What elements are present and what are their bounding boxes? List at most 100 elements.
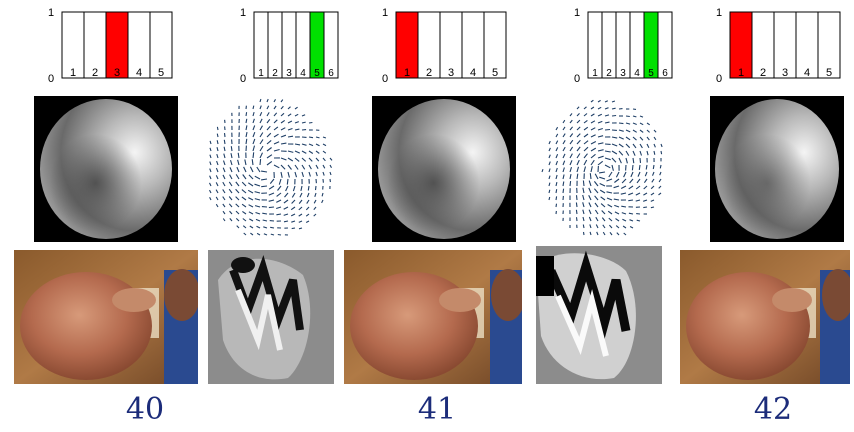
flow-arrow bbox=[266, 125, 271, 131]
flow-arrow bbox=[249, 225, 254, 229]
flow-arrow bbox=[315, 136, 320, 139]
flow-arrow bbox=[223, 139, 226, 145]
flow-arrow bbox=[254, 191, 261, 194]
flow-arrow bbox=[629, 178, 634, 184]
flow-arrow bbox=[277, 233, 282, 236]
flow-arrow bbox=[643, 185, 648, 190]
flow-arrow bbox=[623, 232, 627, 236]
flow-arrow bbox=[595, 216, 599, 222]
flow-arrow bbox=[228, 181, 233, 187]
flow-arrow bbox=[290, 206, 296, 211]
flow-arrow bbox=[237, 159, 240, 166]
flow-arrow bbox=[215, 167, 219, 173]
flow-arrow bbox=[555, 147, 559, 152]
flow-arrow bbox=[222, 196, 226, 201]
flow-arrow bbox=[322, 171, 325, 176]
flow-arrow bbox=[562, 167, 565, 173]
flow-arrow bbox=[215, 175, 219, 180]
flow-arrow bbox=[241, 181, 247, 187]
cell-label: 3 bbox=[782, 67, 788, 79]
flow-arrow bbox=[569, 113, 573, 117]
flow-arrow bbox=[236, 225, 240, 229]
flow-arrow bbox=[294, 164, 299, 170]
flow-arrow bbox=[294, 121, 299, 124]
flow-arrow bbox=[266, 132, 272, 138]
flow-arrow bbox=[588, 202, 592, 208]
flow-arrow bbox=[596, 231, 599, 236]
flow-arrow bbox=[597, 160, 604, 166]
flow-arrow bbox=[618, 122, 624, 125]
flow-arrow bbox=[255, 218, 261, 222]
activation-bars: 1 0 1 2 3 4 5 bbox=[382, 7, 507, 85]
flow-arrow bbox=[555, 203, 558, 208]
flow-arrow bbox=[599, 183, 606, 187]
flow-arrow bbox=[625, 150, 630, 156]
y-axis-min-label: 0 bbox=[574, 73, 580, 85]
flow-arrow bbox=[646, 143, 650, 148]
flow-arrow bbox=[287, 120, 293, 124]
flow-arrow bbox=[653, 129, 657, 133]
flow-arrow bbox=[298, 227, 303, 230]
flow-arrow bbox=[615, 225, 620, 229]
flow-arrow bbox=[621, 212, 627, 215]
flow-arrow bbox=[653, 150, 656, 155]
flow-arrow bbox=[555, 153, 559, 159]
flow-arrow bbox=[230, 146, 233, 152]
flow-arrow bbox=[223, 133, 226, 138]
flow-arrow bbox=[243, 232, 247, 236]
activation-bars: 10 1 2 3 4 5 6 bbox=[240, 7, 339, 85]
flow-arrow bbox=[614, 178, 620, 183]
flow-arrow bbox=[611, 143, 618, 147]
flow-arrow bbox=[308, 164, 312, 170]
flow-arrow bbox=[562, 140, 566, 145]
flow-arrow bbox=[241, 203, 247, 208]
flow-arrow bbox=[588, 209, 592, 215]
y-axis-min-label: 0 bbox=[48, 73, 54, 85]
flow-arrow bbox=[583, 106, 587, 110]
flow-arrow bbox=[601, 217, 606, 222]
flow-arrow bbox=[646, 129, 650, 133]
flow-arrow bbox=[305, 206, 310, 211]
cell-label: 5 bbox=[648, 68, 654, 79]
flow-arrow bbox=[607, 204, 613, 208]
flow-arrow bbox=[222, 218, 226, 222]
flow-arrow bbox=[248, 174, 254, 180]
flow-arrow bbox=[620, 192, 627, 195]
flow-arrow bbox=[268, 199, 275, 202]
flow-arrow bbox=[569, 173, 572, 180]
flow-arrow bbox=[601, 210, 606, 215]
flow-arrow bbox=[322, 143, 327, 147]
flow-arrow bbox=[298, 220, 303, 223]
cell-label: 4 bbox=[470, 67, 476, 79]
flow-arrow bbox=[608, 224, 613, 229]
flow-arrow bbox=[650, 192, 655, 196]
flow-arrow bbox=[329, 164, 332, 169]
flow-arrow bbox=[576, 106, 580, 110]
cell-label: 3 bbox=[620, 68, 626, 79]
flow-arrow bbox=[209, 197, 212, 201]
flow-arrow bbox=[625, 157, 628, 164]
activation-cell bbox=[483, 11, 507, 79]
cell-label: 2 bbox=[426, 67, 432, 79]
flow-arrow bbox=[632, 157, 635, 164]
flow-arrow bbox=[235, 174, 240, 180]
flow-arrow bbox=[590, 166, 593, 173]
flow-arrow bbox=[651, 178, 655, 183]
frame-number: 42 bbox=[753, 392, 793, 427]
activation-cell bbox=[817, 11, 841, 79]
shaded-sphere-render bbox=[34, 96, 178, 242]
flow-arrow bbox=[611, 150, 618, 155]
flow-arrow bbox=[569, 153, 573, 159]
flow-arrow bbox=[618, 143, 624, 148]
cell-label: 2 bbox=[272, 68, 278, 79]
flow-arrow bbox=[576, 146, 581, 152]
flow-arrow bbox=[548, 140, 551, 145]
column-3: 1 0 1 2 3 4 5 41 bbox=[342, 0, 522, 432]
flow-field-arrows bbox=[209, 98, 333, 236]
flow-arrow bbox=[575, 195, 578, 201]
flow-arrow bbox=[548, 189, 551, 194]
flow-arrow bbox=[294, 106, 298, 110]
flow-arrow bbox=[273, 133, 279, 138]
flow-arrow bbox=[604, 150, 611, 153]
